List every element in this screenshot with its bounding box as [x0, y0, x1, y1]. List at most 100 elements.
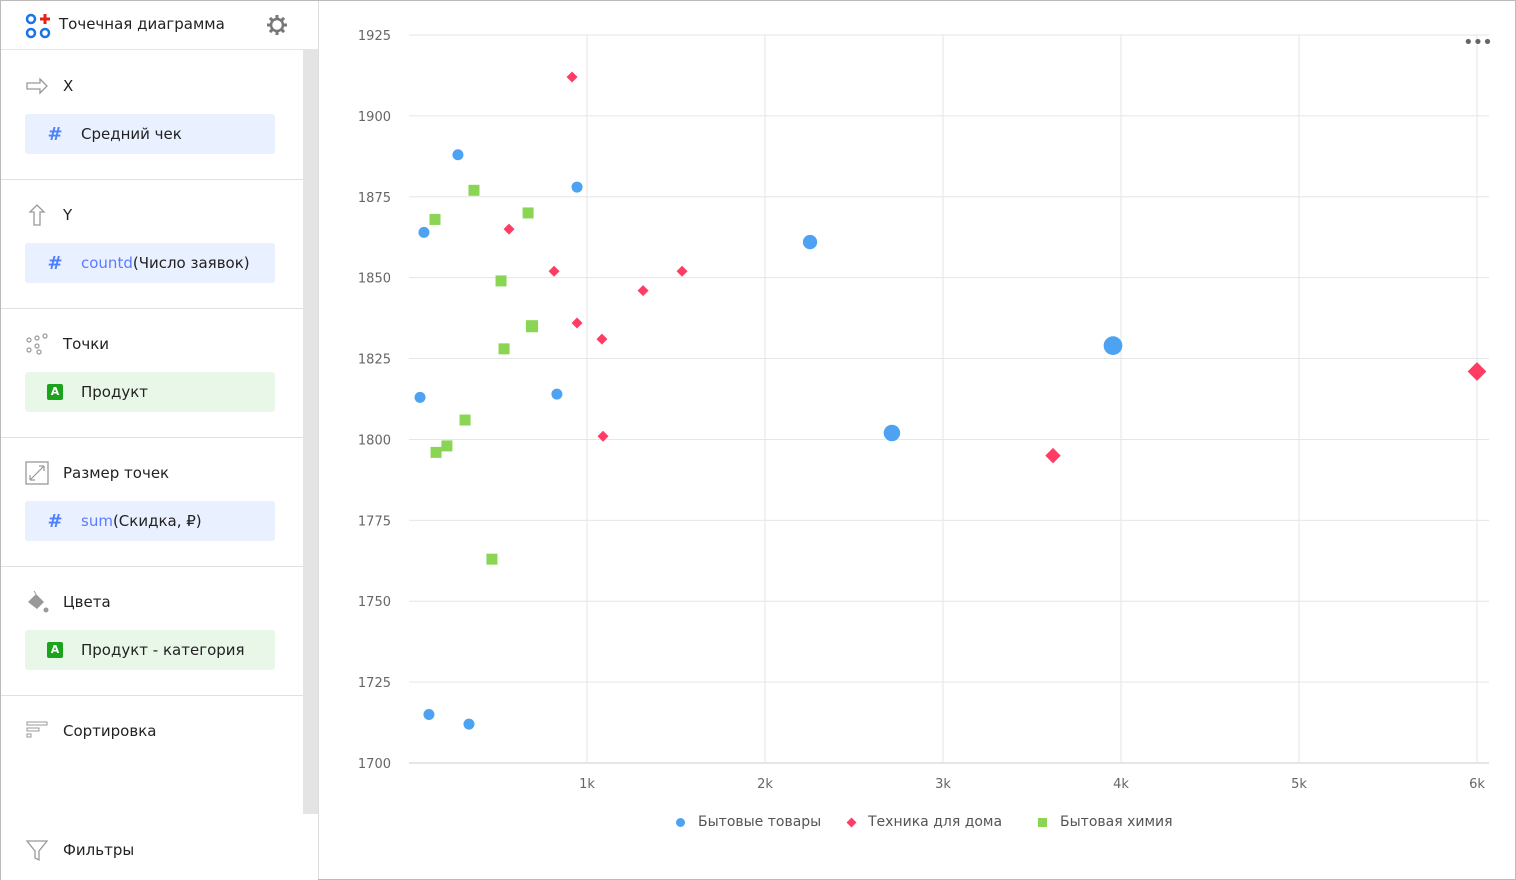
point-square — [468, 184, 480, 196]
section-label: Фильтры — [63, 841, 135, 859]
panel-header: Точечная диаграмма — [1, 1, 318, 50]
points-icon — [26, 333, 48, 355]
x-tick-label: 6k — [1469, 777, 1485, 792]
point-diamond — [597, 430, 609, 442]
legend-diamond-icon — [846, 817, 857, 827]
point-diamond — [637, 285, 649, 297]
field-name: Продукт - категория — [81, 641, 245, 659]
point-square — [459, 414, 471, 426]
legend-item[interactable]: Бытовые товары — [676, 814, 821, 830]
legend-square-icon — [1038, 817, 1047, 827]
section-header: Цвета — [25, 590, 111, 614]
point-circle — [423, 708, 435, 720]
field-label: (Число заявок) — [132, 254, 250, 272]
section-label: Сортировка — [63, 722, 157, 740]
section-size: Размер точек # sum(Скидка, ₽) — [1, 437, 303, 567]
string-type-icon: A — [47, 642, 63, 658]
section-header: Сортировка — [25, 719, 156, 743]
field-name: countd(Число заявок) — [81, 254, 250, 272]
x-tick-label: 3k — [935, 777, 951, 792]
point-circle — [551, 388, 563, 400]
y-tick-label: 1875 — [358, 191, 391, 206]
section-header: Фильтры — [25, 838, 134, 862]
arrow-right-icon — [26, 77, 48, 95]
resize-icon — [25, 461, 49, 485]
field-chip[interactable]: # Средний чек — [25, 114, 275, 154]
point-diamond — [596, 333, 608, 345]
point-circle — [452, 149, 464, 161]
chart-legend: Бытовые товары Техника для дома Бытовая хи… — [0, 814, 1516, 834]
field-chip[interactable]: # sum(Скидка, ₽) — [25, 501, 275, 541]
chart-type-title[interactable]: Точечная диаграмма — [59, 15, 225, 33]
x-tick-label: 1k — [579, 777, 595, 792]
point-square — [522, 207, 534, 219]
legend-item[interactable]: Бытовая химия — [1038, 814, 1173, 830]
number-type-icon: # — [47, 252, 63, 274]
field-chip[interactable]: A Продукт - категория — [25, 630, 275, 670]
point-diamond — [571, 317, 583, 329]
string-type-icon: A — [47, 384, 63, 400]
section-label: X — [63, 77, 74, 95]
number-type-icon: # — [47, 123, 63, 145]
point-diamond — [1045, 447, 1061, 464]
section-header: X — [25, 74, 73, 98]
field-name: Средний чек — [81, 125, 182, 143]
point-square — [498, 343, 510, 355]
point-circle — [463, 718, 475, 730]
section-y: Y # countd(Число заявок) — [1, 179, 303, 309]
legend-label: Бытовые товары — [698, 814, 822, 830]
legend-item[interactable]: Техника для дома — [846, 814, 1003, 830]
legend-label: Техника для дома — [868, 814, 1003, 830]
field-label: Продукт — [81, 383, 149, 401]
point-diamond — [676, 265, 688, 277]
x-tick-label: 2k — [757, 777, 773, 792]
x-tick-label: 5k — [1291, 777, 1307, 792]
point-circle — [802, 234, 818, 250]
gear-icon[interactable] — [265, 13, 289, 37]
section-x: X # Средний чек — [1, 50, 303, 180]
point-square — [525, 320, 539, 333]
point-diamond — [566, 71, 578, 83]
point-circle — [1103, 336, 1123, 355]
field-chip[interactable]: # countd(Число заявок) — [25, 243, 275, 283]
section-label: Y — [63, 206, 73, 224]
section-colors: Цвета A Продукт - категория — [1, 566, 303, 696]
point-square — [441, 440, 453, 452]
filter-icon — [25, 840, 49, 862]
point-square — [486, 553, 498, 565]
number-type-icon: # — [47, 510, 63, 532]
point-circle — [418, 226, 430, 238]
point-circle — [883, 424, 901, 442]
panel-scrollbar[interactable] — [303, 50, 318, 830]
more-menu-icon[interactable]: ••• — [1463, 32, 1493, 53]
legend-label: Бытовая химия — [1060, 814, 1173, 830]
point-diamond — [1467, 362, 1487, 381]
y-tick-label: 1900 — [358, 110, 391, 125]
y-tick-label: 1700 — [358, 757, 391, 772]
field-chip[interactable]: A Продукт — [25, 372, 275, 412]
section-points: Точки A Продукт — [1, 308, 303, 438]
y-tick-label: 1800 — [358, 433, 391, 448]
point-diamond — [503, 223, 515, 235]
y-tick-label: 1750 — [358, 595, 391, 610]
aggregation-function: sum — [81, 512, 113, 530]
y-tick-label: 1775 — [358, 514, 391, 529]
point-square — [495, 275, 507, 287]
section-label: Размер точек — [63, 464, 170, 482]
field-label: Продукт - категория — [81, 641, 245, 659]
point-diamond — [548, 265, 560, 277]
visualization-panel: Точечная диаграмма X # Средний чек Y # countd… — [1, 1, 319, 880]
field-name: Продукт — [81, 383, 148, 401]
scatter-chart-icon — [25, 13, 51, 39]
x-tick-label: 4k — [1113, 777, 1129, 792]
y-tick-label: 1850 — [358, 272, 391, 287]
section-header: Точки — [25, 332, 109, 356]
arrow-up-icon — [28, 204, 46, 226]
section-header: Y — [25, 203, 72, 227]
field-name: sum(Скидка, ₽) — [81, 512, 202, 530]
section-header: Размер точек — [25, 461, 169, 485]
section-label: Точки — [63, 335, 110, 353]
point-circle — [414, 391, 426, 403]
point-circle — [571, 181, 583, 193]
